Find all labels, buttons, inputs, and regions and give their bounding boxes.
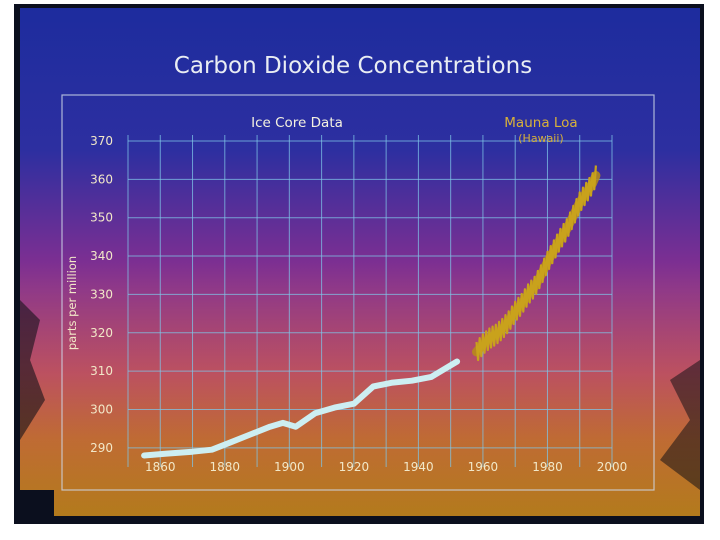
x-tick-label: 1900 [274,460,305,474]
legend-mauna-loa: Mauna Loa [504,115,577,131]
y-tick-label: 310 [90,364,113,378]
chart-frame [61,94,655,491]
x-tick-label: 1960 [468,460,499,474]
x-tick-label: 1940 [403,460,434,474]
y-tick-label: 320 [90,326,113,340]
y-tick-label: 290 [90,441,113,455]
y-tick-label: 300 [90,402,113,416]
ice-core-line [141,358,461,459]
x-tick-label: 1880 [210,460,241,474]
mauna-loa-seasonal-line [475,165,597,362]
y-tick-label: 330 [90,287,113,301]
x-tick-label: 1980 [532,460,563,474]
y-tick-label: 340 [90,249,113,263]
y-tick-label: 350 [90,211,113,225]
x-tick-labels: 1860 1880 1900 1920 1940 1960 1980 2000 [145,460,627,474]
x-tick-label: 2000 [597,460,628,474]
y-tick-label: 370 [90,134,113,148]
series-lines [141,165,601,459]
y-axis-label: parts per million [65,256,79,350]
x-tick-label: 1860 [145,460,176,474]
chart-title: Carbon Dioxide Concentrations [174,53,532,79]
legend-ice-core: Ice Core Data [251,115,343,131]
frame-shadow [14,490,54,524]
legend-mauna-loa-subtitle: (Hawaii) [518,132,563,145]
y-tick-labels: 290 300 310 320 330 340 350 360 370 [90,134,113,455]
bottom-shade [20,8,700,516]
x-tick-label: 1920 [339,460,370,474]
y-tick-label: 360 [90,172,113,186]
